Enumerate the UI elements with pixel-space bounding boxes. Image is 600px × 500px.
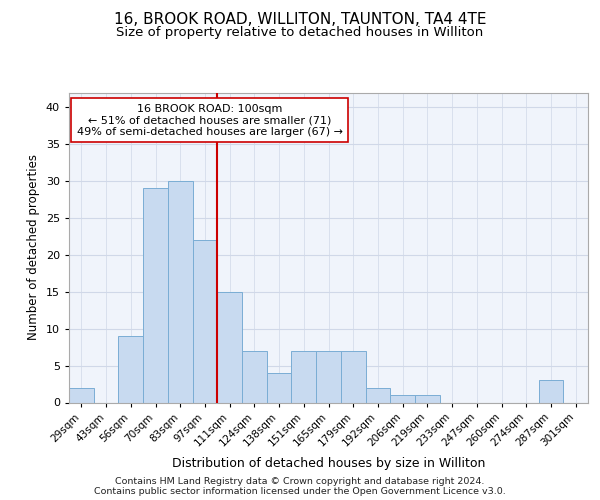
Bar (118, 336, 143, 402)
Bar (168, 181, 193, 402)
Bar (390, 395, 415, 402)
Bar (193, 240, 217, 402)
X-axis label: Distribution of detached houses by size in Williton: Distribution of detached houses by size … (172, 456, 485, 469)
Bar (292, 351, 316, 403)
Bar (539, 380, 563, 402)
Bar (415, 395, 440, 402)
Text: Contains public sector information licensed under the Open Government Licence v3: Contains public sector information licen… (94, 488, 506, 496)
Bar (365, 388, 390, 402)
Bar (341, 351, 365, 403)
Text: Contains HM Land Registry data © Crown copyright and database right 2024.: Contains HM Land Registry data © Crown c… (115, 476, 485, 486)
Text: 16 BROOK ROAD: 100sqm
← 51% of detached houses are smaller (71)
49% of semi-deta: 16 BROOK ROAD: 100sqm ← 51% of detached … (77, 104, 343, 137)
Bar (316, 351, 341, 403)
Bar (69, 388, 94, 402)
Bar (242, 351, 267, 403)
Bar (267, 373, 292, 402)
Text: 16, BROOK ROAD, WILLITON, TAUNTON, TA4 4TE: 16, BROOK ROAD, WILLITON, TAUNTON, TA4 4… (114, 12, 486, 28)
Text: Size of property relative to detached houses in Williton: Size of property relative to detached ho… (116, 26, 484, 39)
Bar (217, 292, 242, 403)
Bar (143, 188, 168, 402)
Y-axis label: Number of detached properties: Number of detached properties (27, 154, 40, 340)
